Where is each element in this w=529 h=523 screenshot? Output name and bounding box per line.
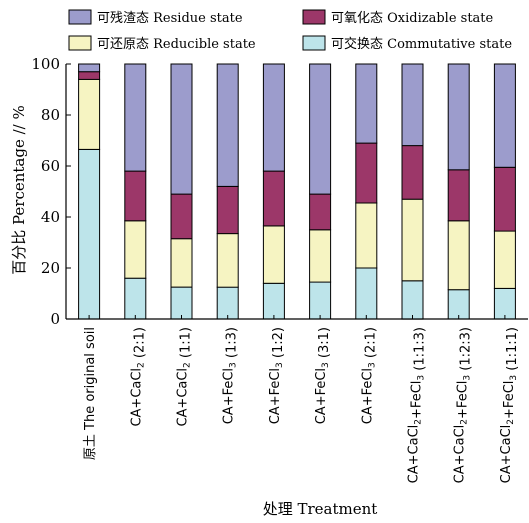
legend-label-2: 可氧化态 Oxidizable state [331,11,494,26]
bar-segment-residue-state-7 [355,63,378,144]
bar-segment-commutative-state-1 [78,148,101,320]
bar-segment-commutative-state-10 [493,287,516,320]
bar-segment-reducible-state-1 [78,78,101,150]
category-label-7: CA+FeCl3 (2:1) [360,327,378,424]
legend-label-3: 可还原态 Reducible state [97,37,256,52]
legend-swatch-3 [68,35,92,51]
bar-segment-commutative-state-3 [170,286,193,320]
legend: 可残渣态 Residue state 可氧化态 Oxidizable state 可… [68,9,512,52]
bar-segment-oxidizable-state-10 [493,166,516,232]
bar-segment-residue-state-4 [216,63,239,187]
y-axis-title: 百分比 Percentage // % [10,105,28,275]
bar-segment-residue-state-5 [262,63,285,172]
bar-segment-reducible-state-2 [124,220,147,279]
legend-label-4: 可交换态 Commutative state [331,36,512,52]
legend-swatch-4 [302,35,326,51]
bar-segment-oxidizable-state-9 [447,169,470,222]
category-label-4: CA+FeCl3 (1:3) [222,327,240,424]
bar-segment-residue-state-2 [124,63,147,172]
bar-segment-residue-state-6 [309,63,332,195]
bar-segment-residue-state-10 [493,63,516,168]
bar-segment-reducible-state-4 [216,233,239,288]
bar-segment-oxidizable-state-2 [124,170,147,222]
category-label-5: CA+FeCl3 (1:2) [268,327,286,424]
legend-swatch-1 [68,9,92,25]
bar-segment-residue-state-8 [401,63,424,147]
bar-segment-commutative-state-6 [309,281,332,320]
y-tick-label-80: 80 [41,106,60,124]
category-label-2: CA+CaCl2 (2:1) [129,327,147,427]
x-axis-title: 处理 Treatment [263,500,378,518]
y-tick-label-100: 100 [31,55,60,73]
bar-segment-reducible-state-3 [170,238,193,288]
bar-segment-oxidizable-state-4 [216,185,239,235]
category-label-9: CA+CaCl2+FeCl3 (1:2:3) [453,327,474,483]
bar-segment-residue-state-1 [78,63,101,73]
legend-label-1: 可残渣态 Residue state [97,11,243,26]
bar-segment-commutative-state-9 [447,289,470,320]
bar-segment-reducible-state-5 [262,225,285,284]
bar-segment-reducible-state-9 [447,220,470,291]
axes-group [65,64,528,320]
bar-segment-commutative-state-7 [355,267,378,320]
bar-segment-reducible-state-6 [309,229,332,283]
category-label-6: CA+FeCl3 (3:1) [314,327,332,424]
category-label-1: 原土 The original soil [83,327,98,460]
bar-segment-oxidizable-state-3 [170,193,193,240]
bar-segment-commutative-state-2 [124,277,147,320]
bar-segment-reducible-state-8 [401,198,424,282]
bar-segment-residue-state-9 [447,63,470,171]
y-tick-label-60: 60 [41,157,60,175]
bar-segment-commutative-state-4 [216,286,239,320]
bar-segment-oxidizable-state-6 [309,193,332,231]
y-tick-label-0: 0 [50,310,60,328]
category-label-3: CA+CaCl2 (1:1) [176,327,194,427]
bar-segment-oxidizable-state-1 [78,71,101,80]
bar-segment-commutative-state-8 [401,280,424,320]
bar-segment-reducible-state-10 [493,230,516,289]
bar-segment-reducible-state-7 [355,202,378,269]
legend-swatch-2 [302,9,326,25]
y-tick-label-40: 40 [41,208,60,226]
category-label-10: CA+CaCl2+FeCl3 (1:1:1) [499,327,520,483]
bar-segment-oxidizable-state-8 [401,145,424,200]
category-labels-group: 原土 The original soil CA+CaCl2 (2:1) CA+CaC… [83,315,520,483]
bar-segment-commutative-state-5 [262,282,285,320]
bar-segment-residue-state-3 [170,63,193,195]
bars-group [78,63,516,320]
category-label-8: CA+CaCl2+FeCl3 (1:1:3) [407,327,428,483]
bar-segment-oxidizable-state-7 [355,142,378,204]
y-tick-label-20: 20 [41,259,60,277]
y-ticks-group: 0 20 40 60 80 100 [31,55,71,328]
bar-segment-oxidizable-state-5 [262,170,285,227]
